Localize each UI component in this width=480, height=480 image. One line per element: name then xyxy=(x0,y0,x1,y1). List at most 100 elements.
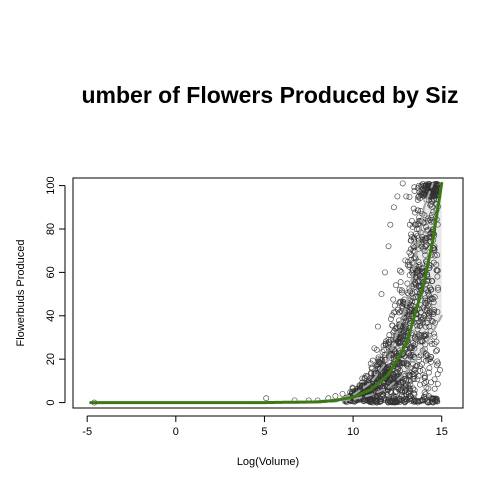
data-point xyxy=(428,214,435,221)
data-point xyxy=(416,323,423,330)
data-point xyxy=(385,395,392,402)
data-point xyxy=(394,378,401,384)
data-point xyxy=(417,381,424,388)
data-point xyxy=(356,382,363,389)
data-point xyxy=(396,336,403,342)
data-point xyxy=(430,181,437,188)
y-tick-label: 20 xyxy=(45,353,57,365)
y-tick-label: 80 xyxy=(45,223,57,235)
data-point xyxy=(393,282,399,289)
plot-area: -5 0 5 10 15 0 20 40 60 80 100 xyxy=(45,176,464,438)
data-point xyxy=(420,304,427,311)
data-point xyxy=(419,316,426,323)
data-point xyxy=(409,224,416,231)
data-point xyxy=(378,291,385,298)
data-point xyxy=(389,312,396,319)
data-point xyxy=(429,318,436,325)
data-point xyxy=(426,365,433,372)
data-point xyxy=(411,391,418,398)
data-point xyxy=(427,309,433,316)
data-point xyxy=(396,396,403,403)
data-point xyxy=(434,358,441,365)
data-point xyxy=(425,369,432,376)
data-point xyxy=(397,298,404,305)
data-point xyxy=(396,286,403,293)
x-tick-label: 0 xyxy=(173,426,179,438)
data-point xyxy=(409,298,416,305)
data-point xyxy=(381,354,388,361)
data-point xyxy=(405,389,412,396)
data-point xyxy=(395,338,402,345)
data-point xyxy=(420,319,427,326)
data-point xyxy=(411,397,418,404)
data-point xyxy=(392,382,399,389)
data-point xyxy=(390,399,397,406)
data-point xyxy=(390,204,397,211)
data-point xyxy=(372,398,379,405)
data-point xyxy=(404,258,411,265)
data-point xyxy=(412,363,419,370)
data-point xyxy=(387,316,394,322)
data-point xyxy=(434,309,441,315)
data-point xyxy=(430,259,437,266)
data-point xyxy=(426,303,433,310)
data-point xyxy=(416,272,423,279)
data-point xyxy=(420,190,427,197)
data-point xyxy=(380,392,386,399)
data-point xyxy=(428,358,434,365)
data-point xyxy=(412,279,419,286)
data-point xyxy=(376,399,383,405)
data-point xyxy=(415,283,422,290)
data-point xyxy=(430,399,437,406)
data-point xyxy=(413,336,420,343)
data-point xyxy=(367,360,374,367)
x-tick-label: 15 xyxy=(436,426,448,438)
data-point xyxy=(403,376,410,383)
data-point xyxy=(423,227,430,234)
data-point xyxy=(399,180,406,187)
data-point xyxy=(423,286,430,293)
y-tick-label: 40 xyxy=(45,310,57,322)
data-point xyxy=(403,193,410,200)
y-tick-label: 100 xyxy=(45,176,57,194)
data-point xyxy=(407,345,414,352)
data-point xyxy=(422,323,429,330)
chart-title: umber of Flowers Produced by Siz xyxy=(81,82,458,108)
data-point xyxy=(386,384,393,391)
data-point xyxy=(434,347,441,354)
data-point xyxy=(434,273,441,280)
data-point xyxy=(421,375,428,382)
data-point xyxy=(423,378,430,385)
data-point xyxy=(411,188,418,194)
data-point xyxy=(411,253,418,260)
data-point xyxy=(379,393,386,400)
x-tick-label: -5 xyxy=(82,426,92,438)
data-point xyxy=(416,363,423,370)
fit-line xyxy=(89,181,444,405)
data-point xyxy=(434,371,441,378)
data-point xyxy=(398,269,405,276)
data-point xyxy=(417,367,424,374)
data-point xyxy=(390,370,397,377)
data-point xyxy=(421,248,428,255)
data-point xyxy=(427,202,434,209)
data-point xyxy=(419,367,426,374)
data-point xyxy=(380,362,387,369)
data-point xyxy=(431,333,438,340)
data-point xyxy=(426,292,433,299)
data-point xyxy=(410,271,417,278)
data-point xyxy=(435,286,442,293)
data-point xyxy=(419,396,426,403)
data-point xyxy=(373,362,380,369)
data-point xyxy=(434,380,441,387)
data-point xyxy=(434,252,441,259)
data-point xyxy=(382,342,389,349)
data-point xyxy=(369,376,376,383)
data-point xyxy=(408,237,415,244)
data-point xyxy=(430,296,437,302)
data-point xyxy=(339,390,346,397)
data-point xyxy=(396,267,403,274)
data-point xyxy=(428,218,435,225)
data-point xyxy=(411,373,418,380)
data-point xyxy=(357,386,363,393)
